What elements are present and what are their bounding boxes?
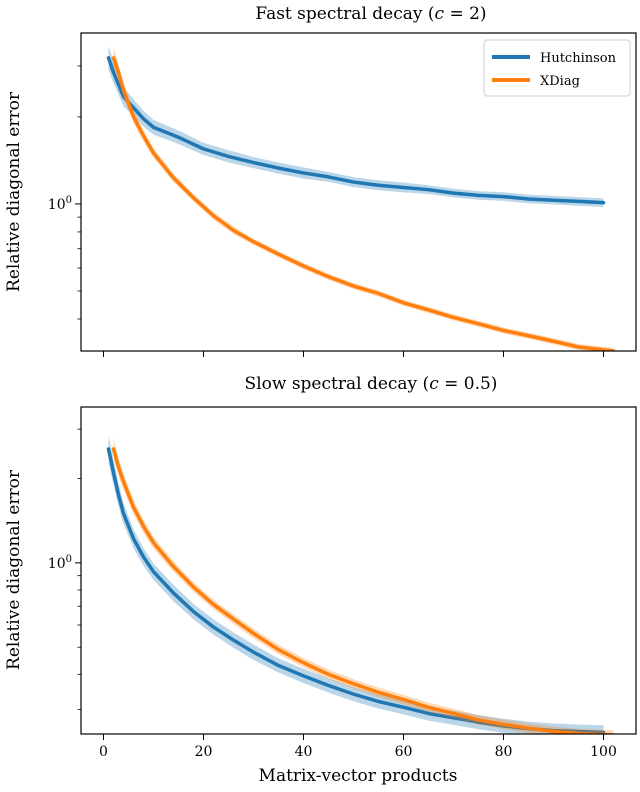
top-chart: Fast spectral decay (c = 2) 100 Relative… (4, 4, 637, 357)
chart1-xtick-label: 100 (590, 744, 617, 760)
top-chart-plot-area (106, 45, 616, 351)
top-chart-title: Fast spectral decay (c = 2) (255, 4, 486, 24)
bottom-chart: Slow spectral decay (c = 0.5) 0 20 40 60 80 1… (4, 374, 637, 786)
bottom-chart-frame (80, 406, 637, 735)
legend-xdiag-label: XDiag (540, 74, 580, 89)
bottom-chart-ylabel: Relative diagonal error (4, 469, 24, 670)
chart1-xtick-label: 0 (99, 744, 108, 760)
bottom-chart-xlabel: Matrix-vector products (259, 766, 458, 786)
chart1-xtick-label: 40 (295, 744, 313, 760)
chart1-xdiag-line (111, 447, 615, 734)
chart0-xdiag-line (111, 56, 616, 351)
chart0-ytick-label: 100 (48, 195, 72, 213)
top-chart-ylabel: Relative diagonal error (4, 91, 24, 292)
chart1-xtick-label: 80 (495, 744, 513, 760)
chart1-ytick-label: 100 (48, 554, 72, 572)
bottom-chart-plot-area (106, 435, 615, 734)
bottom-chart-title: Slow spectral decay (c = 0.5) (245, 374, 498, 394)
top-chart-ticks: 100 (48, 65, 604, 357)
legend: Hutchinson XDiag (483, 39, 631, 97)
top-chart-frame (80, 32, 637, 352)
chart1-xtick-label: 60 (395, 744, 413, 760)
bottom-chart-ticks: 0 20 40 60 80 100 100 (48, 428, 617, 760)
legend-hutchinson-label: Hutchinson (540, 51, 617, 66)
chart0-hutchinson-line (106, 56, 606, 205)
chart1-xtick-label: 20 (195, 744, 213, 760)
